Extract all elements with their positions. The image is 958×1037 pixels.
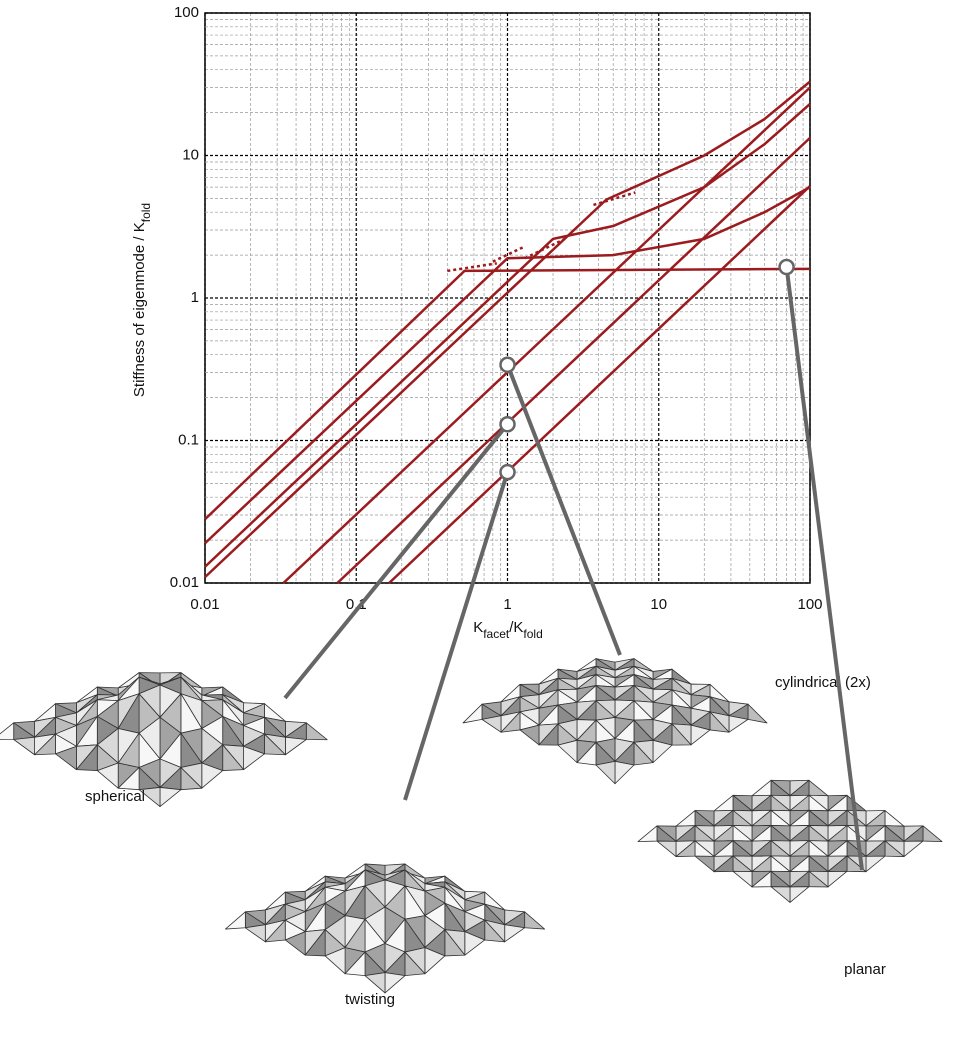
mesh-facet bbox=[160, 787, 181, 806]
mesh-facet bbox=[904, 841, 923, 857]
mode-marker bbox=[501, 358, 515, 372]
mesh-facet bbox=[809, 780, 828, 796]
y-tick-label: 100 bbox=[174, 4, 199, 21]
mesh-facet bbox=[733, 871, 752, 887]
mode-marker bbox=[501, 417, 515, 431]
figure: 0.010.11101000.010.1110100cylindrical (2… bbox=[0, 0, 958, 1037]
mode-label: twisting bbox=[345, 991, 395, 1008]
mesh-facet bbox=[245, 925, 265, 942]
x-tick-label: 100 bbox=[797, 596, 822, 613]
mesh-facet bbox=[14, 737, 35, 754]
dashed-curve bbox=[593, 192, 635, 204]
mesh-facet bbox=[695, 856, 714, 872]
label-text: /K bbox=[509, 619, 523, 636]
illustrations bbox=[0, 659, 942, 993]
x-tick-label: 1 bbox=[503, 596, 511, 613]
mesh-facet bbox=[676, 811, 695, 827]
mesh-facet bbox=[748, 704, 767, 723]
subscript: fold bbox=[523, 627, 542, 641]
mesh-facet bbox=[771, 887, 790, 903]
label-text: K bbox=[473, 619, 483, 636]
connector bbox=[508, 365, 621, 655]
subscript: fold bbox=[139, 203, 153, 222]
mesh-facet bbox=[923, 826, 942, 842]
mesh-facet bbox=[365, 973, 385, 993]
stiffness-curve bbox=[337, 138, 810, 583]
mode-marker bbox=[501, 465, 515, 479]
mesh-facet bbox=[505, 925, 525, 942]
stiffness-curve bbox=[389, 186, 810, 583]
y-tick-label: 0.01 bbox=[170, 574, 199, 591]
connector bbox=[787, 267, 862, 870]
dashed-curve bbox=[525, 239, 565, 258]
connector bbox=[285, 424, 508, 698]
mesh-facet bbox=[385, 973, 405, 993]
mesh-facet bbox=[714, 795, 733, 811]
subscript: facet bbox=[483, 627, 510, 641]
x-tick-label: 0.01 bbox=[190, 596, 219, 613]
mesh-facet bbox=[885, 811, 904, 827]
y-axis-label: Stiffness of eigenmode / Kfold bbox=[131, 203, 153, 397]
mesh-facet bbox=[866, 856, 885, 872]
mesh-facet bbox=[0, 723, 14, 740]
y-tick-label: 1 bbox=[191, 289, 199, 306]
x-axis-label: Kfacet/Kfold bbox=[473, 619, 543, 641]
mesh-facet bbox=[638, 826, 657, 842]
mesh-facet bbox=[596, 761, 615, 783]
mesh-facet bbox=[752, 780, 771, 796]
x-tick-label: 10 bbox=[650, 596, 667, 613]
mode-marker bbox=[780, 260, 794, 274]
mesh-facet bbox=[615, 761, 634, 783]
y-tick-label: 0.1 bbox=[178, 431, 199, 448]
mesh-facet bbox=[657, 841, 676, 857]
mesh-facet bbox=[463, 704, 482, 723]
mode-label: spherical bbox=[85, 788, 145, 805]
mesh-facet bbox=[790, 887, 809, 903]
mesh-facet bbox=[828, 871, 847, 887]
mesh-facet bbox=[847, 795, 866, 811]
mesh-facet bbox=[225, 912, 245, 929]
y-tick-label: 10 bbox=[182, 146, 199, 163]
mode-label: cylindrical (2x) bbox=[775, 674, 871, 691]
mesh-facet bbox=[285, 737, 306, 754]
label-text: Stiffness of eigenmode / K bbox=[131, 222, 148, 397]
mesh-facet bbox=[525, 912, 545, 929]
mode-label: planar bbox=[844, 961, 886, 978]
mesh-facet bbox=[306, 723, 327, 740]
